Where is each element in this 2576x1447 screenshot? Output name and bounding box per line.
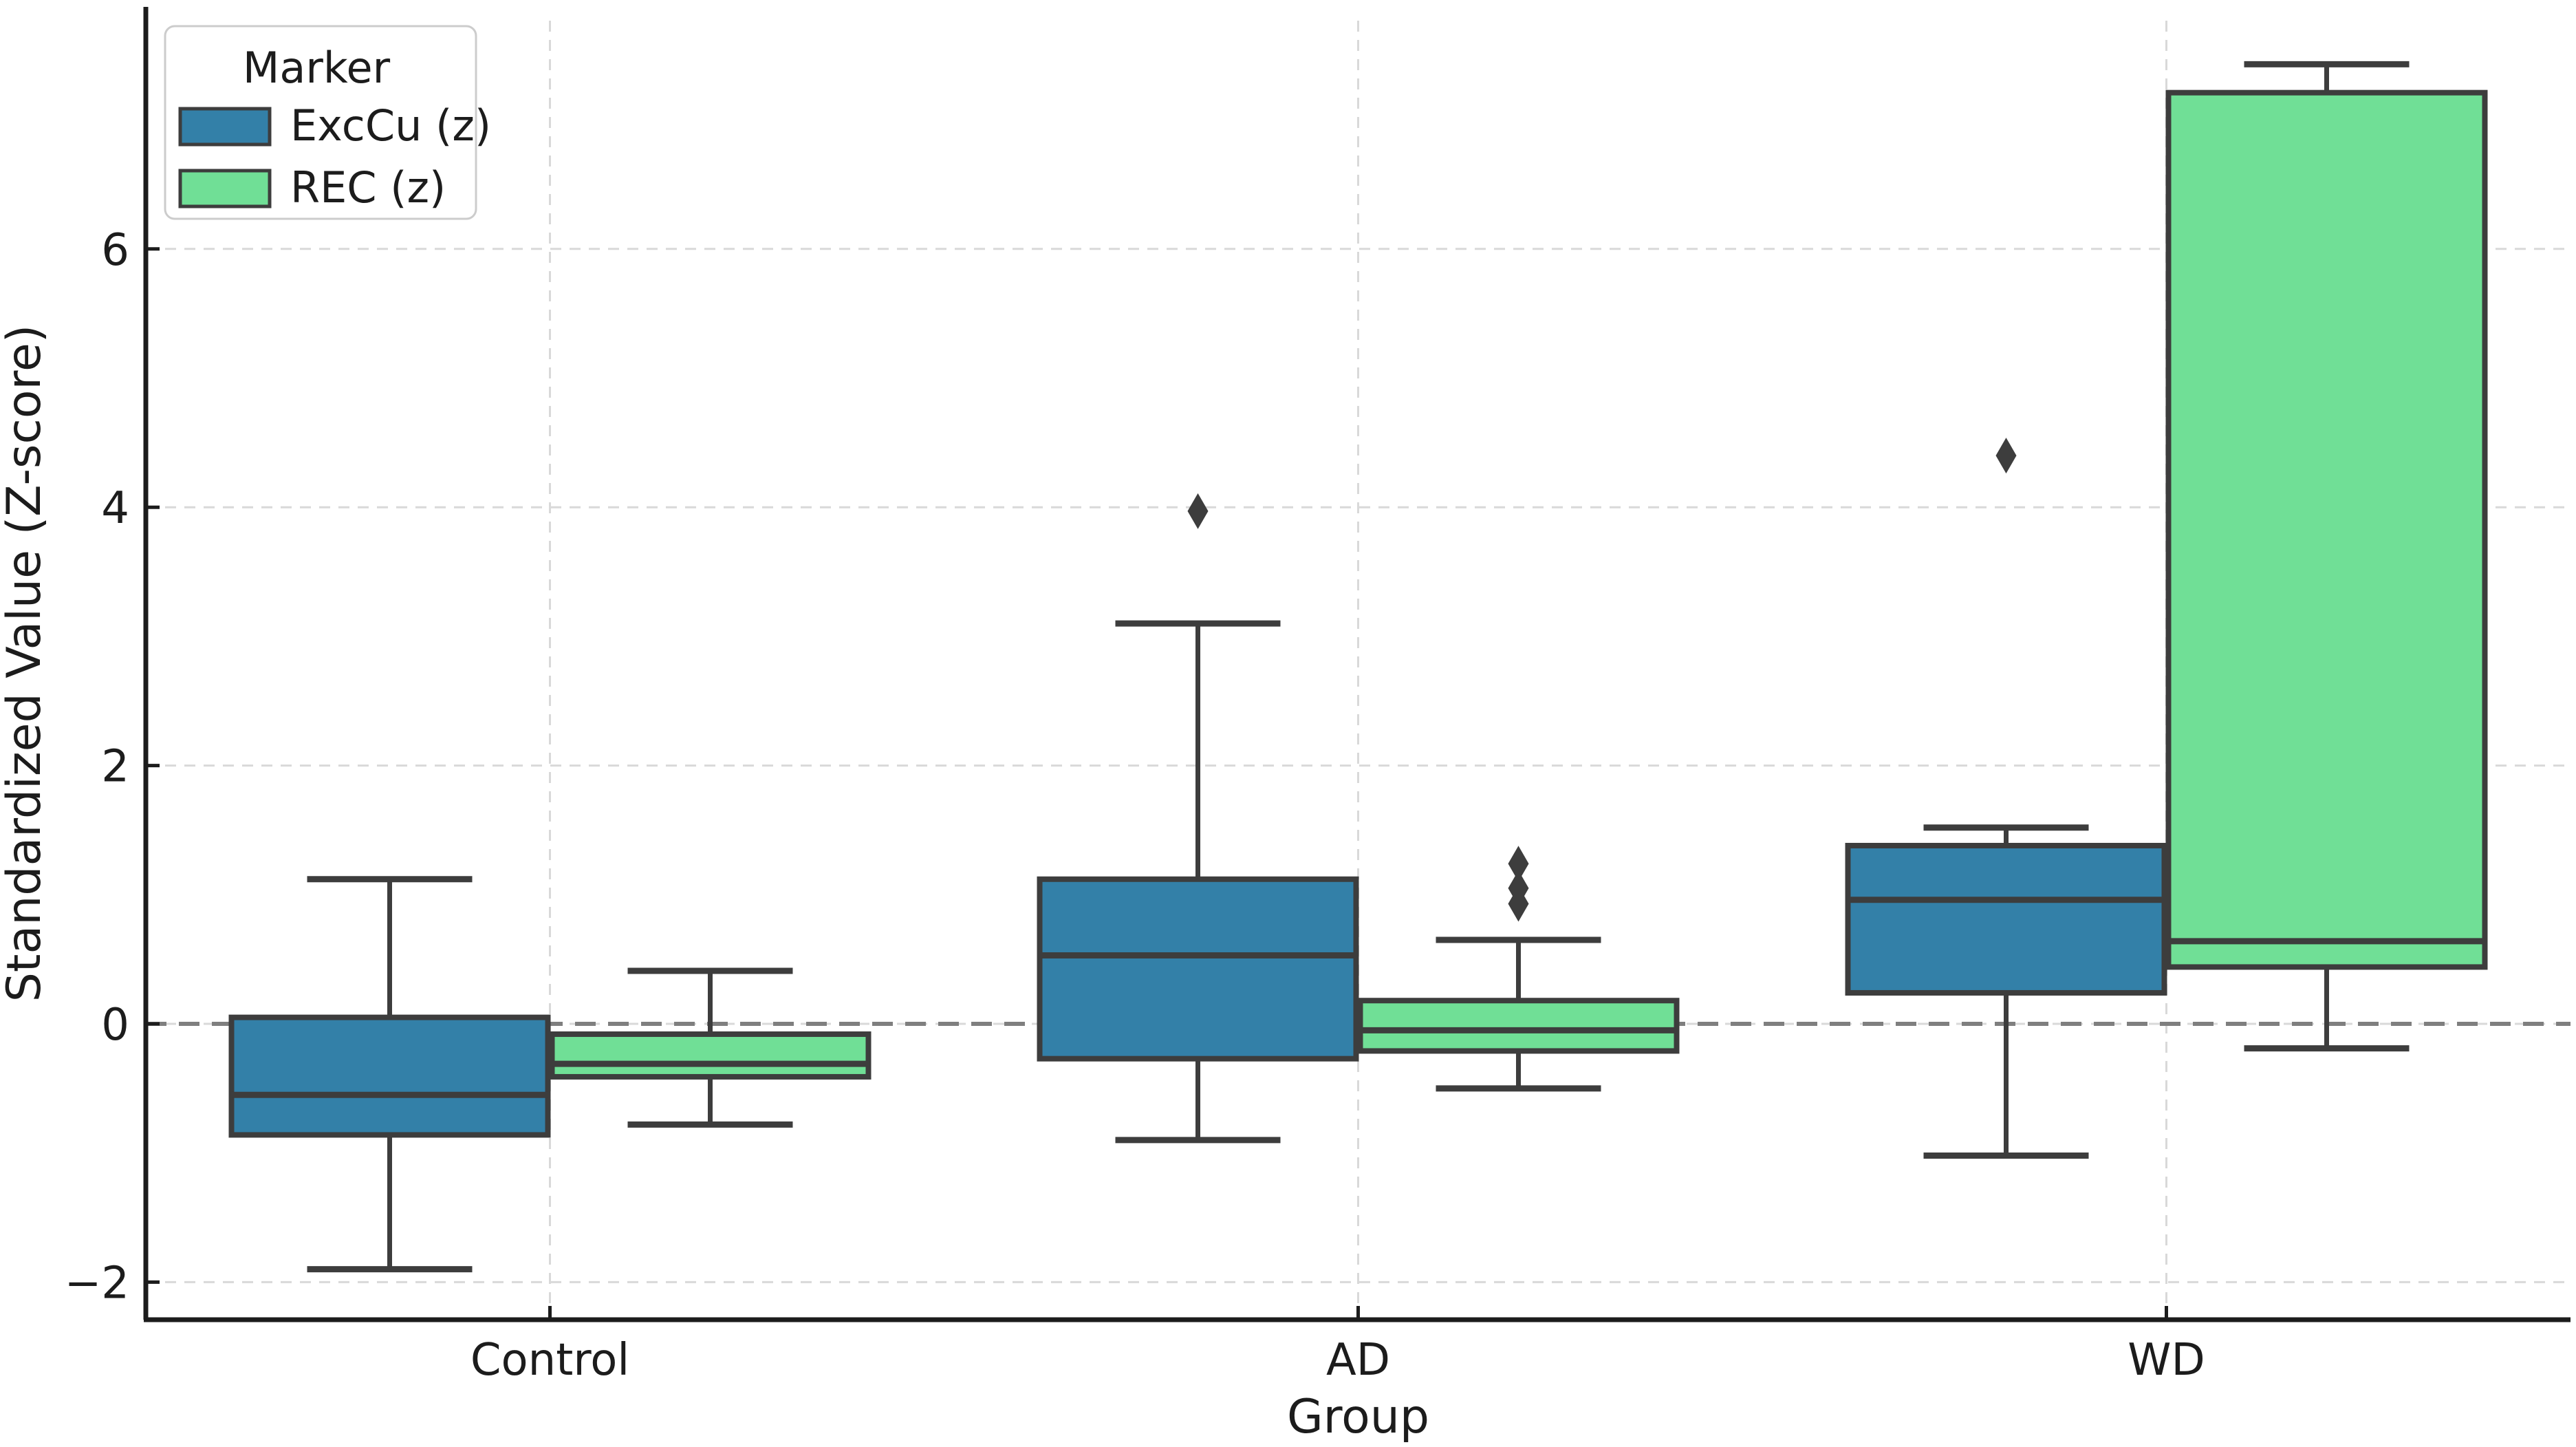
outlier-diamond	[1995, 438, 2017, 474]
box-iqr	[549, 1031, 872, 1080]
y-tick-label: −2	[65, 1258, 129, 1309]
outlier-diamond	[1508, 846, 1529, 882]
box-iqr	[2165, 89, 2488, 970]
legend-item: REC (z)	[178, 162, 446, 213]
legend-swatch-exccu	[178, 107, 272, 147]
y-tick-label: 4	[101, 483, 129, 534]
legend: Marker ExcCu (z) REC (z)	[164, 25, 491, 220]
x-tick-label: Control	[470, 1335, 629, 1386]
box-group-ad-rec	[1357, 846, 1680, 1092]
boxes	[228, 61, 2488, 1273]
y-tick-label: 2	[101, 742, 129, 793]
outlier-diamond	[1508, 886, 1529, 922]
axis-tick-labels: −2 0 2 4 6 Control AD WD	[65, 225, 2205, 1386]
box-group-control-rec	[549, 967, 872, 1128]
legend-swatch-rec	[178, 169, 272, 208]
outlier-diamond	[1187, 493, 1209, 529]
axis-ticks	[146, 247, 2168, 1320]
legend-item: ExcCu (z)	[178, 100, 491, 151]
box-iqr	[228, 1014, 551, 1138]
box-iqr	[1845, 842, 2167, 996]
legend-title: Marker	[243, 43, 391, 93]
box-group-control-exccu	[228, 876, 551, 1273]
y-tick-label: 0	[101, 1000, 129, 1051]
box-group-wd-exccu	[1845, 438, 2167, 1159]
legend-item-label: REC (z)	[290, 162, 446, 213]
box-group-wd-rec	[2165, 61, 2488, 1052]
y-tick-label: 6	[101, 225, 129, 276]
legend-items: ExcCu (z) REC (z)	[178, 100, 491, 213]
x-tick-label: WD	[2128, 1335, 2205, 1386]
box-group-ad-exccu	[1037, 493, 1359, 1144]
legend-item-label: ExcCu (z)	[290, 100, 491, 151]
box-iqr	[1037, 876, 1359, 1062]
y-axis-label: Standardized Value (Z-score)	[0, 325, 52, 1003]
box-iqr	[1357, 998, 1680, 1054]
x-tick-label: AD	[1326, 1335, 1390, 1386]
x-axis-label: Group	[1287, 1390, 1429, 1444]
